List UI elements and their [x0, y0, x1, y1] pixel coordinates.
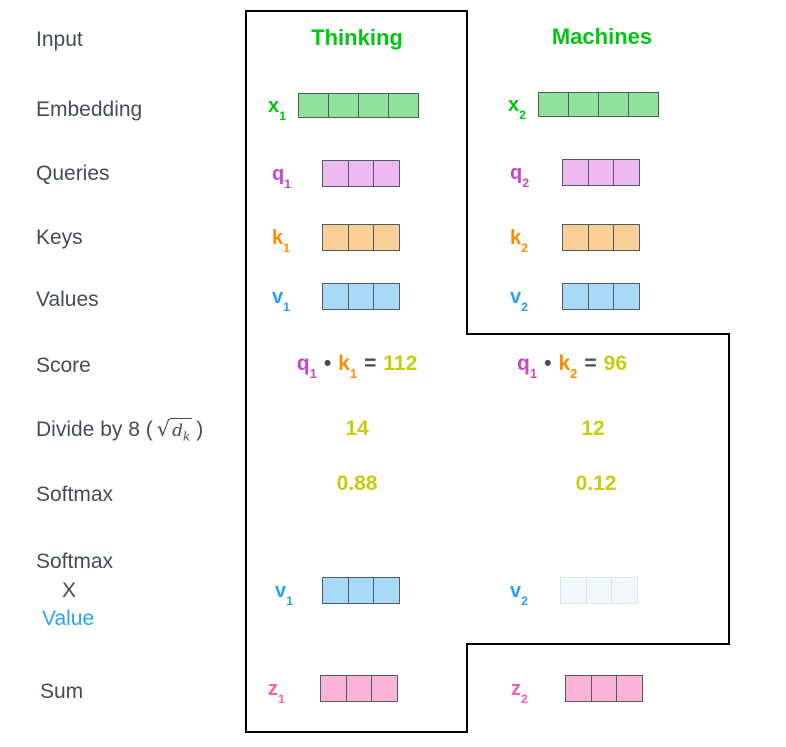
vector-cell [329, 94, 359, 117]
vector-cell [569, 93, 599, 116]
vector-v1-cells [322, 283, 400, 310]
vector-cell [614, 284, 639, 309]
vector-cell [359, 94, 389, 117]
vector-cell [374, 225, 399, 250]
row-label-softmax-x-value-line1: Softmax [36, 550, 114, 573]
row-label-softmax: Softmax [36, 483, 114, 506]
vector-cell [561, 578, 587, 603]
vector-cell [348, 578, 374, 603]
weighted-v2-label: v2 [510, 580, 529, 608]
row-label-softmax-x-value-line3: Value [42, 607, 95, 630]
weighted-v1-label: v1 [275, 580, 294, 608]
divided-value-1: 14 [345, 417, 369, 440]
vector-cell [348, 225, 374, 250]
vector-cell [599, 93, 629, 116]
divide-prefix: Divide by 8 ( [36, 418, 153, 441]
row-label-sum: Sum [40, 680, 84, 703]
vector-cell [588, 225, 614, 250]
vector-cell [374, 578, 399, 603]
sqrt-radicand: dk [170, 418, 193, 449]
divided-value-2: 12 [581, 417, 605, 440]
vector-cell [588, 284, 614, 309]
row-label-score: Score [36, 354, 91, 377]
vector-q2-label: q2 [510, 162, 530, 190]
row-label-keys: Keys [36, 226, 83, 249]
vector-z1-cells [320, 675, 398, 702]
vector-cell [586, 578, 612, 603]
row-label-input: Input [36, 28, 83, 51]
vector-x1-label: x1 [268, 95, 287, 123]
score2-q: q1 [517, 352, 538, 382]
vector-k2-label: k2 [510, 227, 529, 255]
vector-cell [563, 160, 589, 185]
vector-cell [588, 160, 614, 185]
score2-k: k2 [558, 352, 578, 382]
score-equation-2: q1 • k2 = 96 [462, 352, 682, 382]
score1-result: 112 [383, 352, 418, 375]
vector-x2-label: x2 [508, 94, 527, 122]
vector-cell [629, 93, 658, 116]
vector-cell [372, 676, 397, 701]
score1-equals: = [364, 352, 377, 375]
vector-x2-cells [538, 92, 659, 117]
vector-q1-cells [322, 160, 400, 187]
row-label-softmax-x-value-line2: X [62, 579, 77, 602]
vector-cell [348, 284, 374, 309]
sqrt-symbol: √ [156, 417, 171, 441]
sqrt-dk: √ dk [157, 417, 193, 449]
vector-cell [323, 578, 349, 603]
divide-suffix: ) [196, 418, 204, 441]
vector-z1-label: z1 [268, 678, 285, 706]
row-label-divide: Divide by 8 (√ dk) [36, 417, 203, 449]
header-thinking: Thinking [311, 25, 403, 50]
softmax-value-1: 0.88 [336, 472, 378, 495]
vector-cell [374, 284, 399, 309]
softmax-value-2: 0.12 [575, 472, 617, 495]
vector-cell [323, 161, 349, 186]
dot-operator-icon: • [544, 352, 552, 375]
vector-cell [323, 225, 349, 250]
header-machines: Machines [551, 24, 653, 49]
vector-cell [389, 94, 418, 117]
row-label-embedding: Embedding [36, 98, 143, 121]
vector-z2-cells [565, 675, 643, 702]
score2-equals: = [584, 352, 597, 375]
vector-cell [323, 284, 349, 309]
vector-cell [563, 225, 589, 250]
vector-cell [539, 93, 569, 116]
vector-cell [566, 676, 592, 701]
vector-cell [614, 225, 639, 250]
row-label-queries: Queries [36, 162, 110, 185]
vector-cell [348, 161, 374, 186]
vector-q2-cells [562, 159, 640, 186]
weighted-v1-cells [322, 577, 400, 604]
vector-v1-label: v1 [272, 286, 291, 314]
vector-z2-label: z2 [511, 678, 528, 706]
vector-cell [346, 676, 372, 701]
vector-k1-label: k1 [272, 227, 291, 255]
vector-cell [591, 676, 617, 701]
vector-v2-label: v2 [510, 286, 529, 314]
score2-result: 96 [603, 352, 627, 375]
vector-x1-cells [298, 93, 419, 118]
vector-cell [612, 578, 637, 603]
vector-cell [563, 284, 589, 309]
vector-v2-cells [562, 283, 640, 310]
score1-k: k1 [338, 352, 358, 382]
weighted-v2-cells [560, 577, 638, 604]
vector-k2-cells [562, 224, 640, 251]
dot-operator-icon: • [323, 352, 332, 375]
vector-cell [617, 676, 642, 701]
score1-q: q1 [296, 352, 317, 382]
vector-q1-label: q1 [272, 163, 292, 191]
row-label-values: Values [36, 288, 99, 311]
vector-cell [321, 676, 347, 701]
vector-cell [374, 161, 399, 186]
score-equation-1: q1 • k1 = 112 [246, 352, 468, 382]
vector-k1-cells [322, 224, 400, 251]
vector-cell [614, 160, 639, 185]
vector-cell [299, 94, 329, 117]
